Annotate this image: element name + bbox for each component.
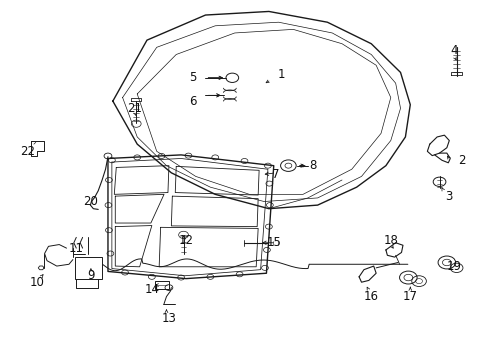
Text: 11: 11 [69, 242, 83, 255]
Text: 5: 5 [189, 71, 197, 84]
Text: 2: 2 [457, 154, 464, 167]
Text: 8: 8 [308, 159, 316, 172]
Text: 15: 15 [266, 236, 281, 249]
Text: 3: 3 [445, 190, 452, 203]
Text: 18: 18 [383, 234, 397, 247]
Text: 9: 9 [87, 269, 95, 282]
FancyBboxPatch shape [155, 281, 169, 289]
Text: 10: 10 [30, 276, 44, 289]
Text: 17: 17 [402, 290, 417, 303]
Text: 19: 19 [446, 260, 461, 273]
Text: 7: 7 [272, 168, 279, 181]
Text: 14: 14 [144, 283, 159, 296]
Text: 16: 16 [363, 290, 378, 303]
Text: 4: 4 [449, 44, 457, 57]
Text: 1: 1 [277, 68, 284, 81]
Text: 21: 21 [127, 102, 142, 115]
Text: 20: 20 [83, 195, 98, 208]
Text: 22: 22 [20, 145, 35, 158]
FancyBboxPatch shape [75, 257, 102, 279]
Text: 13: 13 [161, 311, 176, 325]
Text: 6: 6 [189, 95, 197, 108]
Text: 12: 12 [178, 234, 193, 247]
